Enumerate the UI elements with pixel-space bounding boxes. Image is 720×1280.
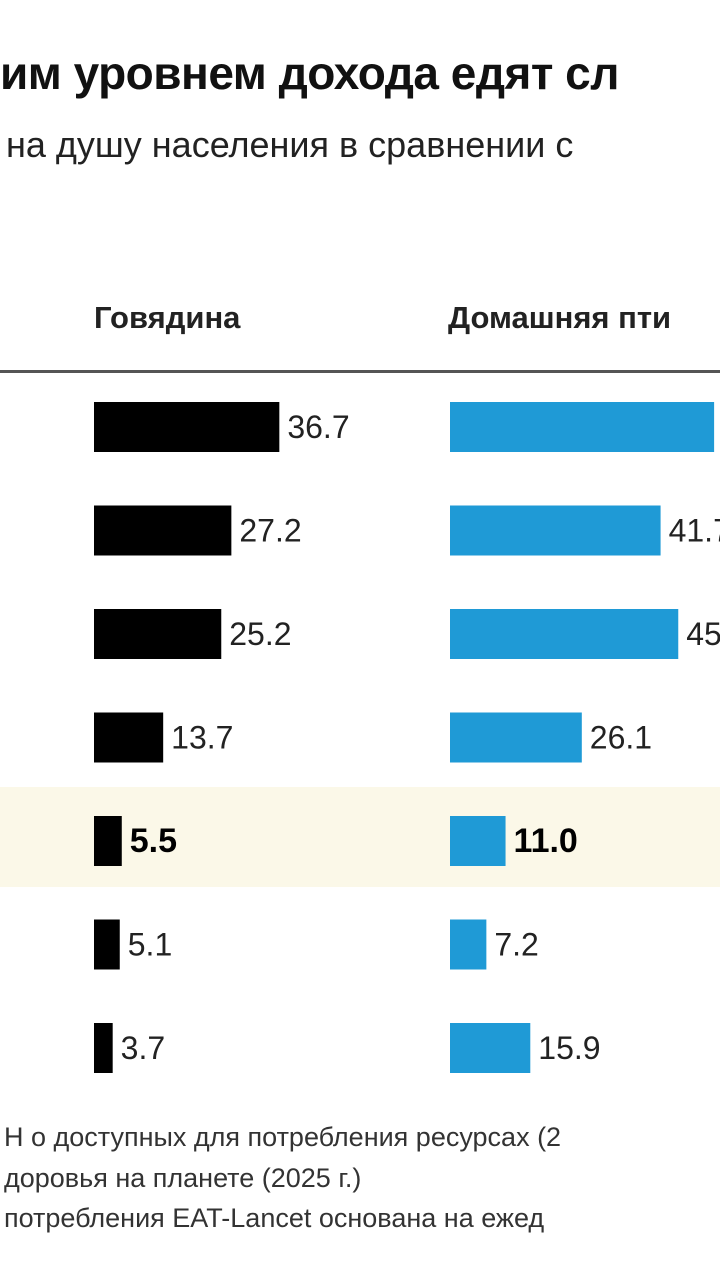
chart-subtitle: на душу населения в сравнении с xyxy=(6,124,574,165)
value-label-beef-5: 5.1 xyxy=(128,927,172,963)
bar-beef-1 xyxy=(94,505,232,556)
bar-poultry-3 xyxy=(450,712,582,763)
bar-poultry-1 xyxy=(450,505,661,556)
value-label-poultry-4: 11.0 xyxy=(514,822,578,860)
value-label-beef-0: 36.7 xyxy=(287,409,349,445)
bar-beef-5 xyxy=(94,919,120,970)
value-label-beef-2: 25.2 xyxy=(229,616,291,652)
bar-poultry-6 xyxy=(450,1023,531,1073)
value-label-beef-4: 5.5 xyxy=(130,822,177,860)
bar-beef-6 xyxy=(94,1023,113,1073)
bar-chart: 36.727.225.213.75.55.13.752.341.745.226.… xyxy=(94,402,720,1073)
value-label-poultry-5: 7.2 xyxy=(494,927,538,963)
value-label-poultry-6: 15.9 xyxy=(538,1030,600,1066)
bar-beef-0 xyxy=(94,402,280,452)
footnote-line-2: доровья на планете (2025 г.) xyxy=(4,1163,362,1193)
bar-beef-4 xyxy=(94,816,122,866)
footnote-line-1: Н о доступных для потребления ресурсах (… xyxy=(4,1122,562,1152)
value-label-beef-3: 13.7 xyxy=(171,720,233,756)
value-label-poultry-3: 26.1 xyxy=(590,720,652,756)
bar-beef-3 xyxy=(94,712,164,763)
column-header-beef: Говядина xyxy=(94,300,241,335)
bar-poultry-5 xyxy=(450,919,487,970)
chart-title: им уровнем дохода едят сл xyxy=(0,47,620,99)
value-label-poultry-1: 41.7 xyxy=(669,513,720,549)
value-label-beef-6: 3.7 xyxy=(121,1030,165,1066)
bar-poultry-2 xyxy=(450,609,679,659)
footnote-line-3: потребления EAT-Lancet основана на ежед xyxy=(4,1203,545,1233)
value-label-poultry-2: 45.2 xyxy=(686,616,720,652)
value-label-beef-1: 27.2 xyxy=(239,513,301,549)
bar-poultry-4 xyxy=(450,816,506,866)
bar-poultry-0 xyxy=(450,402,715,452)
column-header-poultry: Домашняя пти xyxy=(448,300,672,335)
bar-beef-2 xyxy=(94,609,222,659)
header-divider xyxy=(0,370,720,373)
